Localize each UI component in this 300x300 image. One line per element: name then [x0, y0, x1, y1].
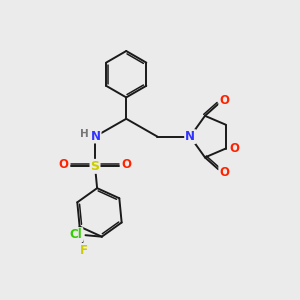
Text: F: F — [80, 244, 88, 257]
Text: N: N — [185, 130, 195, 143]
Text: O: O — [121, 158, 131, 171]
Text: S: S — [91, 160, 100, 173]
Text: O: O — [229, 142, 239, 155]
Text: O: O — [219, 166, 229, 179]
Text: O: O — [59, 158, 69, 171]
Text: N: N — [91, 130, 100, 142]
Text: H: H — [80, 129, 89, 139]
Text: Cl: Cl — [70, 228, 82, 241]
Text: O: O — [219, 94, 229, 107]
